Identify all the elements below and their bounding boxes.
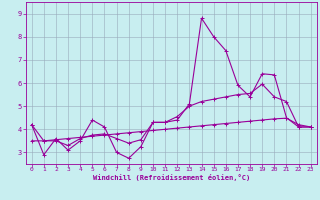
X-axis label: Windchill (Refroidissement éolien,°C): Windchill (Refroidissement éolien,°C) bbox=[92, 174, 250, 181]
